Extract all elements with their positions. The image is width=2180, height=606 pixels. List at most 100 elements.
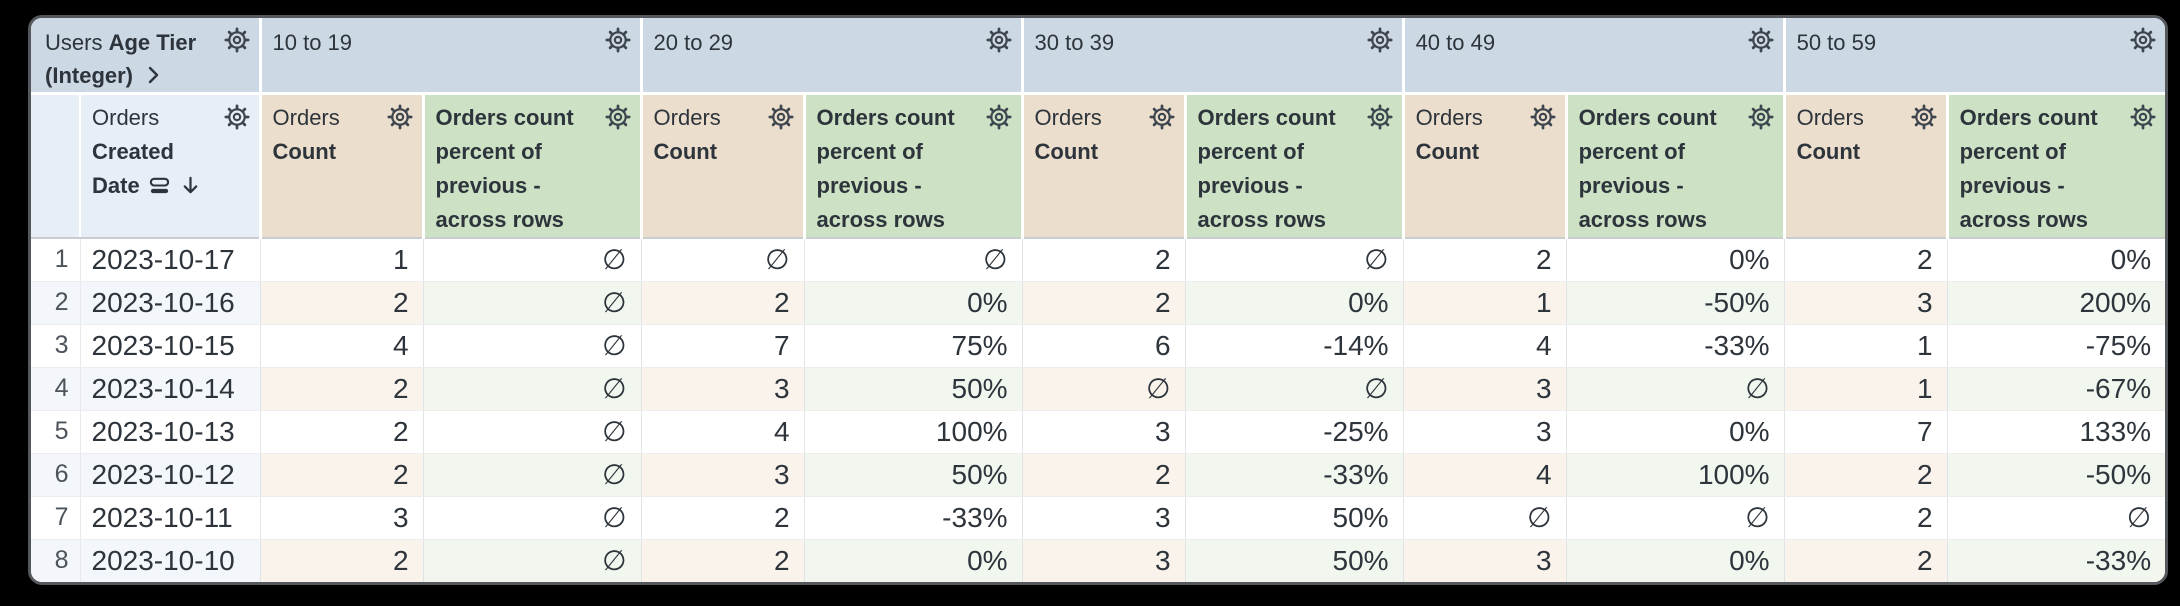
count-value-cell[interactable]: 3 xyxy=(1403,539,1567,582)
percent-value-cell[interactable]: 100% xyxy=(804,410,1023,454)
count-value-cell[interactable]: 2 xyxy=(1022,281,1186,325)
percent-value-cell[interactable]: ∅ xyxy=(1947,496,2165,540)
count-value-cell[interactable]: 6 xyxy=(1022,324,1186,368)
count-value-cell[interactable]: 2 xyxy=(1784,453,1948,497)
gear-icon[interactable] xyxy=(224,104,250,130)
percent-value-cell[interactable]: 0% xyxy=(804,281,1023,325)
date-cell[interactable]: 2023-10-12 xyxy=(80,453,261,497)
gear-icon[interactable] xyxy=(387,104,413,130)
percent-value-cell[interactable]: ∅ xyxy=(423,453,642,497)
percent-value-cell[interactable]: ∅ xyxy=(423,281,642,325)
date-cell[interactable]: 2023-10-11 xyxy=(80,496,261,540)
measure-header-percent-of-previous[interactable]: Orders count percent of previous - acros… xyxy=(1947,93,2165,239)
count-value-cell[interactable]: 2 xyxy=(1784,539,1948,582)
count-value-cell[interactable]: 2 xyxy=(1022,453,1186,497)
percent-value-cell[interactable]: 0% xyxy=(1947,238,2165,282)
count-value-cell[interactable]: 2 xyxy=(260,539,424,582)
percent-value-cell[interactable]: 0% xyxy=(804,539,1023,582)
count-value-cell[interactable]: 3 xyxy=(1022,496,1186,540)
count-value-cell[interactable]: 1 xyxy=(260,238,424,282)
count-value-cell[interactable]: 2 xyxy=(1403,238,1567,282)
gear-icon[interactable] xyxy=(768,104,794,130)
count-value-cell[interactable]: 2 xyxy=(260,410,424,454)
count-value-cell[interactable]: 2 xyxy=(641,539,805,582)
measure-header-orders-count[interactable]: Orders Count xyxy=(1403,93,1568,239)
measure-header-orders-count[interactable]: Orders Count xyxy=(1022,93,1187,239)
count-value-cell[interactable]: 2 xyxy=(260,281,424,325)
count-value-cell[interactable]: 1 xyxy=(1403,281,1567,325)
percent-value-cell[interactable]: ∅ xyxy=(1566,496,1785,540)
gear-icon[interactable] xyxy=(1748,27,1774,53)
count-value-cell[interactable]: 3 xyxy=(1784,281,1948,325)
count-value-cell[interactable]: 3 xyxy=(641,453,805,497)
percent-value-cell[interactable]: -33% xyxy=(1566,324,1785,368)
percent-value-cell[interactable]: ∅ xyxy=(1566,367,1785,411)
count-value-cell[interactable]: 3 xyxy=(1403,410,1567,454)
count-value-cell[interactable]: 2 xyxy=(260,367,424,411)
corner-header-users-age-tier[interactable]: Users Age Tier (Integer) xyxy=(31,18,262,95)
gear-icon[interactable] xyxy=(1530,104,1556,130)
count-value-cell[interactable]: 1 xyxy=(1784,367,1948,411)
percent-value-cell[interactable]: -14% xyxy=(1185,324,1404,368)
count-value-cell[interactable]: 2 xyxy=(260,453,424,497)
percent-value-cell[interactable]: ∅ xyxy=(423,496,642,540)
gear-icon[interactable] xyxy=(2130,104,2156,130)
gear-icon[interactable] xyxy=(1367,27,1393,53)
count-value-cell[interactable]: 4 xyxy=(260,324,424,368)
percent-value-cell[interactable]: ∅ xyxy=(423,324,642,368)
percent-value-cell[interactable]: ∅ xyxy=(423,367,642,411)
percent-value-cell[interactable]: ∅ xyxy=(423,238,642,282)
percent-value-cell[interactable]: 0% xyxy=(1185,281,1404,325)
gear-icon[interactable] xyxy=(1748,104,1774,130)
count-value-cell[interactable]: 1 xyxy=(1784,324,1948,368)
percent-value-cell[interactable]: -50% xyxy=(1947,453,2165,497)
percent-value-cell[interactable]: 200% xyxy=(1947,281,2165,325)
pivot-header-40-to-49[interactable]: 40 to 49 xyxy=(1403,18,1786,95)
date-cell[interactable]: 2023-10-17 xyxy=(80,238,261,282)
count-value-cell[interactable]: 2 xyxy=(1784,496,1948,540)
percent-value-cell[interactable]: ∅ xyxy=(804,238,1023,282)
count-value-cell[interactable]: 4 xyxy=(1403,453,1567,497)
percent-value-cell[interactable]: ∅ xyxy=(1185,238,1404,282)
gear-icon[interactable] xyxy=(986,27,1012,53)
count-value-cell[interactable]: 3 xyxy=(1022,410,1186,454)
count-value-cell[interactable]: 7 xyxy=(641,324,805,368)
percent-value-cell[interactable]: ∅ xyxy=(1185,367,1404,411)
pivot-header-50-to-59[interactable]: 50 to 59 xyxy=(1784,18,2165,95)
row-field-header-orders-created-date[interactable]: Orders Created Date xyxy=(80,93,262,239)
count-value-cell[interactable]: 3 xyxy=(1403,367,1567,411)
gear-icon[interactable] xyxy=(2130,27,2156,53)
percent-value-cell[interactable]: -75% xyxy=(1947,324,2165,368)
gear-icon[interactable] xyxy=(986,104,1012,130)
measure-header-orders-count[interactable]: Orders Count xyxy=(260,93,425,239)
count-value-cell[interactable]: 2 xyxy=(641,281,805,325)
gear-icon[interactable] xyxy=(224,27,250,53)
percent-value-cell[interactable]: -25% xyxy=(1185,410,1404,454)
gear-icon[interactable] xyxy=(1911,104,1937,130)
count-value-cell[interactable]: ∅ xyxy=(641,238,805,282)
percent-value-cell[interactable]: -33% xyxy=(1947,539,2165,582)
measure-header-orders-count[interactable]: Orders Count xyxy=(641,93,806,239)
percent-value-cell[interactable]: -50% xyxy=(1566,281,1785,325)
percent-value-cell[interactable]: 75% xyxy=(804,324,1023,368)
measure-header-orders-count[interactable]: Orders Count xyxy=(1784,93,1949,239)
measure-header-percent-of-previous[interactable]: Orders count percent of previous - acros… xyxy=(423,93,643,239)
count-value-cell[interactable]: 4 xyxy=(1403,324,1567,368)
date-cell[interactable]: 2023-10-14 xyxy=(80,367,261,411)
percent-value-cell[interactable]: 0% xyxy=(1566,410,1785,454)
count-value-cell[interactable]: ∅ xyxy=(1403,496,1567,540)
percent-value-cell[interactable]: 50% xyxy=(804,453,1023,497)
percent-value-cell[interactable]: 50% xyxy=(1185,539,1404,582)
pivot-header-10-to-19[interactable]: 10 to 19 xyxy=(260,18,643,95)
date-cell[interactable]: 2023-10-10 xyxy=(80,539,261,582)
percent-value-cell[interactable]: 133% xyxy=(1947,410,2165,454)
date-cell[interactable]: 2023-10-16 xyxy=(80,281,261,325)
percent-value-cell[interactable]: 50% xyxy=(804,367,1023,411)
percent-value-cell[interactable]: 100% xyxy=(1566,453,1785,497)
pivot-header-20-to-29[interactable]: 20 to 29 xyxy=(641,18,1024,95)
count-value-cell[interactable]: 3 xyxy=(260,496,424,540)
percent-value-cell[interactable]: 0% xyxy=(1566,539,1785,582)
chevron-right-icon[interactable] xyxy=(141,63,165,87)
count-value-cell[interactable]: 4 xyxy=(641,410,805,454)
count-value-cell[interactable]: 3 xyxy=(1022,539,1186,582)
